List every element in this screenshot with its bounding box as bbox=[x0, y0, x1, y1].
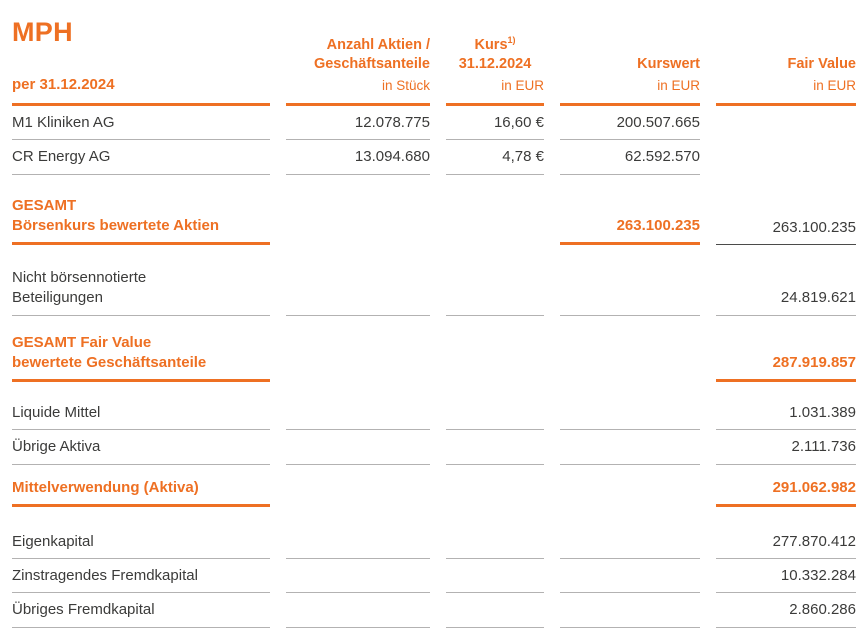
cell-kurswert: 62.592.570 bbox=[560, 140, 700, 175]
column-unit: in Stück bbox=[381, 77, 430, 93]
cell-anzahl: 12.078.775 bbox=[286, 106, 430, 141]
cell-kurswert: 263.100.235 bbox=[560, 209, 700, 245]
column-header-anzahl: Anzahl Aktien / Geschäftsanteile in Stüc… bbox=[286, 14, 430, 106]
cell-kurs bbox=[446, 416, 544, 431]
cell-fair-value bbox=[716, 126, 856, 140]
cell-anzahl bbox=[286, 614, 430, 628]
cell-kurs bbox=[446, 614, 544, 628]
column-label: 31.12.2024 bbox=[458, 55, 532, 72]
row-uebrige-aktiva: Übrige Aktiva 2.111.736 bbox=[12, 430, 857, 465]
cell-kurswert bbox=[560, 302, 700, 316]
cell-kurs bbox=[446, 451, 544, 465]
cell-fair-value: 2.111.736 bbox=[716, 430, 856, 465]
cell-fair-value: 24.819.621 bbox=[716, 281, 856, 316]
row-label: M1 Kliniken AG bbox=[12, 106, 270, 141]
row-label: Übriges Fremdkapital bbox=[12, 593, 270, 628]
cell-anzahl bbox=[286, 545, 430, 559]
cell-kurswert bbox=[560, 451, 700, 465]
cell-fair-value: 2.860.286 bbox=[716, 593, 856, 628]
cell-fair-value bbox=[716, 161, 856, 175]
report-date: per 31.12.2024 bbox=[12, 75, 115, 93]
column-unit: in EUR bbox=[813, 77, 856, 93]
column-unit: in EUR bbox=[501, 77, 544, 93]
row-label: GESAMT Fair Value bewertete Geschäftsant… bbox=[12, 326, 270, 382]
row-label: Liquide Mittel bbox=[12, 396, 270, 431]
cell-anzahl bbox=[286, 493, 430, 507]
row-m1-kliniken: M1 Kliniken AG 12.078.775 16,60 € 200.50… bbox=[12, 106, 857, 141]
cell-kurs bbox=[446, 302, 544, 316]
column-label: Kurs1) bbox=[446, 34, 544, 55]
cell-anzahl bbox=[286, 231, 430, 245]
cell-anzahl bbox=[286, 579, 430, 594]
cell-kurswert bbox=[560, 579, 700, 594]
cell-fair-value: 291.062.982 bbox=[716, 471, 856, 507]
cell-kurswert bbox=[560, 614, 700, 628]
row-zinstragendes-fremdkapital: Zinstragendes Fremdkapital 10.332.284 bbox=[12, 559, 857, 594]
row-uebriges-fremdkapital: Übriges Fremdkapital 2.860.286 bbox=[12, 593, 857, 628]
cell-fair-value: 277.870.412 bbox=[716, 525, 856, 559]
cell-kurs bbox=[446, 231, 544, 245]
cell-anzahl: 13.094.680 bbox=[286, 140, 430, 175]
cell-kurs bbox=[446, 493, 544, 507]
company-title: MPH bbox=[12, 17, 73, 47]
column-label-text: Kurs bbox=[474, 36, 508, 53]
row-label: Übrige Aktiva bbox=[12, 430, 270, 465]
cell-kurswert bbox=[560, 545, 700, 559]
cell-kurswert bbox=[560, 416, 700, 431]
cell-kurs bbox=[446, 545, 544, 559]
footnote-marker: 1) bbox=[507, 34, 516, 45]
column-header-kurs: Kurs1) 31.12.2024 in EUR bbox=[446, 14, 544, 106]
cell-kurswert bbox=[560, 493, 700, 507]
row-mittelverwendung-aktiva: Mittelverwendung (Aktiva) 291.062.982 bbox=[12, 471, 857, 507]
cell-kurswert: 200.507.665 bbox=[560, 106, 700, 141]
column-unit: in EUR bbox=[657, 77, 700, 93]
row-cr-energy: CR Energy AG 13.094.680 4,78 € 62.592.57… bbox=[12, 140, 857, 175]
cell-fair-value: 10.332.284 bbox=[716, 559, 856, 594]
header-title-cell: MPH per 31.12.2024 bbox=[12, 14, 270, 106]
cell-anzahl bbox=[286, 302, 430, 316]
row-label: Eigenkapital bbox=[12, 525, 270, 559]
row-label: Zinstragendes Fremdkapital bbox=[12, 559, 270, 594]
cell-kurs bbox=[446, 579, 544, 594]
column-label: Geschäftsanteile bbox=[313, 55, 430, 72]
column-label: Fair Value bbox=[787, 55, 856, 72]
column-label: Anzahl Aktien / bbox=[326, 36, 430, 53]
table-header: MPH per 31.12.2024 Anzahl Aktien / Gesch… bbox=[12, 14, 857, 106]
cell-anzahl bbox=[286, 368, 430, 382]
cell-fair-value: 1.031.389 bbox=[716, 396, 856, 431]
cell-kurs bbox=[446, 368, 544, 382]
row-total-boersenkurs-aktien: GESAMT Börsenkurs bewertete Aktien 263.1… bbox=[12, 189, 857, 245]
cell-anzahl bbox=[286, 416, 430, 431]
row-eigenkapital: Eigenkapital 277.870.412 bbox=[12, 525, 857, 559]
row-label: Nicht börsennotierte Beteiligungen bbox=[12, 261, 270, 316]
cell-kurswert bbox=[560, 368, 700, 382]
row-label: CR Energy AG bbox=[12, 140, 270, 175]
cell-kurs: 4,78 € bbox=[446, 140, 544, 175]
row-total-fair-value: GESAMT Fair Value bewertete Geschäftsant… bbox=[12, 326, 857, 382]
cell-fair-value: 287.919.857 bbox=[716, 346, 856, 382]
row-nicht-boersennotierte: Nicht börsennotierte Beteiligungen 24.81… bbox=[12, 261, 857, 316]
column-header-kurswert: Kurswert in EUR bbox=[560, 14, 700, 106]
row-label: GESAMT Börsenkurs bewertete Aktien bbox=[12, 189, 270, 245]
cell-anzahl bbox=[286, 451, 430, 465]
column-label: Kurswert bbox=[637, 55, 700, 72]
cell-kurs: 16,60 € bbox=[446, 106, 544, 141]
row-liquide-mittel: Liquide Mittel 1.031.389 bbox=[12, 396, 857, 431]
cell-fair-value: 263.100.235 bbox=[716, 211, 856, 245]
row-label: Mittelverwendung (Aktiva) bbox=[12, 471, 270, 507]
column-header-fair-value: Fair Value in EUR bbox=[716, 14, 856, 106]
